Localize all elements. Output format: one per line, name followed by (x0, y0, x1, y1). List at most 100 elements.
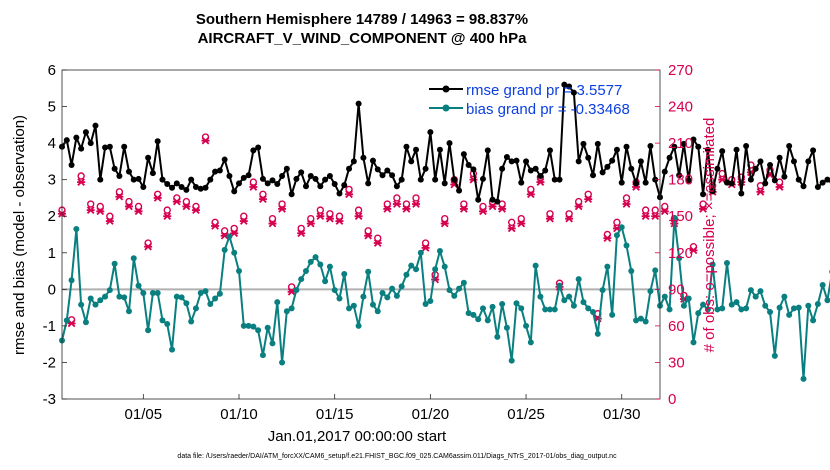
bias-point (700, 301, 707, 308)
obs-assimilated-marker (325, 214, 334, 223)
rmse-point (527, 167, 534, 174)
obs-possible-marker (77, 172, 85, 180)
x-tick-label: 01/10 (220, 406, 258, 423)
rmse-point (293, 175, 300, 182)
bias-point (360, 293, 367, 300)
rmse-point (723, 179, 730, 186)
bias-point (767, 308, 774, 315)
rmse-point (800, 183, 807, 190)
bias-point (226, 233, 233, 240)
bias-point (102, 293, 109, 300)
obs-possible-marker (479, 202, 487, 211)
bias-point (733, 299, 740, 306)
obs-assimilated-marker (545, 214, 554, 223)
legend-bias-marker (442, 104, 450, 112)
bias-point (685, 295, 692, 302)
bias-point (532, 262, 539, 269)
obs-assimilated-marker (191, 206, 200, 214)
bias-point (752, 293, 759, 300)
y-tick-label: 3 (48, 172, 56, 189)
bias-point (417, 249, 424, 256)
rmse-point (312, 175, 319, 182)
obs-assimilated-marker (182, 202, 191, 211)
bias-point (365, 268, 372, 275)
rmse-point (814, 183, 821, 190)
bias-point (154, 289, 161, 296)
rmse-point (685, 177, 692, 184)
obs-possible-marker (115, 188, 124, 196)
obs-possible-marker (297, 224, 305, 233)
bias-point (800, 375, 807, 382)
obs-assimilated-marker (488, 202, 497, 211)
bias-point (661, 293, 668, 300)
bias-point (786, 311, 793, 318)
bias-point (393, 292, 400, 299)
bias-point (78, 301, 85, 308)
bias-point (274, 299, 281, 306)
bias-point (542, 306, 549, 313)
bias-point (499, 300, 506, 307)
rmse-point (642, 179, 649, 186)
bias-point (202, 288, 209, 295)
obs-possible-marker (182, 197, 191, 206)
obs-assimilated-marker (526, 190, 535, 199)
rmse-point (393, 183, 400, 190)
bias-point (355, 322, 362, 329)
rmse-point (341, 182, 348, 189)
bias-point (173, 293, 180, 300)
obs-assimilated-marker (756, 188, 765, 196)
rmse-point (695, 143, 702, 150)
bias-point (317, 261, 324, 268)
rmse-point (149, 170, 156, 177)
rmse-point (647, 143, 654, 150)
rmse-point (542, 167, 549, 174)
bias-point (676, 255, 683, 262)
bias-point (695, 310, 702, 317)
obs-assimilated-marker (249, 183, 258, 191)
obs-assimilated-marker (392, 200, 401, 208)
obs-possible-marker (421, 239, 430, 247)
bias-point (671, 215, 678, 222)
bias-point (413, 266, 420, 273)
bias-point (336, 295, 343, 302)
obs-possible-marker (393, 194, 401, 202)
rmse-point (575, 158, 582, 165)
y-right-tick-label: 240 (668, 99, 693, 116)
legend-bias-label: bias grand pr = -0.33468 (466, 101, 630, 118)
x-tick-label: 01/20 (412, 406, 450, 423)
rmse-point (307, 173, 314, 180)
bias-point (283, 308, 290, 315)
bias-point (647, 288, 654, 295)
obs-possible-marker (507, 218, 516, 227)
rmse-point (546, 147, 553, 154)
bias-point (623, 242, 630, 249)
bias-point (140, 289, 147, 296)
rmse-point (585, 154, 592, 161)
bias-point (169, 346, 176, 353)
obs-assimilated-marker (239, 217, 248, 225)
bias-point (652, 267, 659, 274)
bias-point (479, 305, 486, 312)
y-right-tick-label: 90 (668, 281, 685, 298)
rmse-point (738, 190, 745, 197)
bias-point (719, 305, 726, 312)
obs-possible-marker (517, 214, 525, 223)
rmse-point (757, 158, 764, 165)
obs-possible-marker (498, 200, 506, 208)
rmse-point (570, 89, 577, 96)
rmse-point (704, 146, 711, 153)
chart-title-line2: AIRCRAFT_V_WIND_COMPONENT @ 400 hPa (198, 30, 528, 47)
rmse-point (441, 180, 448, 187)
bias-point (508, 357, 515, 364)
bias-point (164, 321, 171, 328)
rmse-point (255, 144, 262, 151)
legend: rmse grand pr = 3.5577 bias grand pr = -… (429, 82, 630, 118)
bias-point (106, 287, 113, 294)
obs-assimilated-marker (77, 178, 86, 186)
rmse-point (566, 83, 573, 90)
bias-point (590, 308, 597, 315)
rmse-point (121, 143, 128, 150)
bias-point (723, 260, 730, 267)
obs-possible-marker (546, 210, 554, 218)
